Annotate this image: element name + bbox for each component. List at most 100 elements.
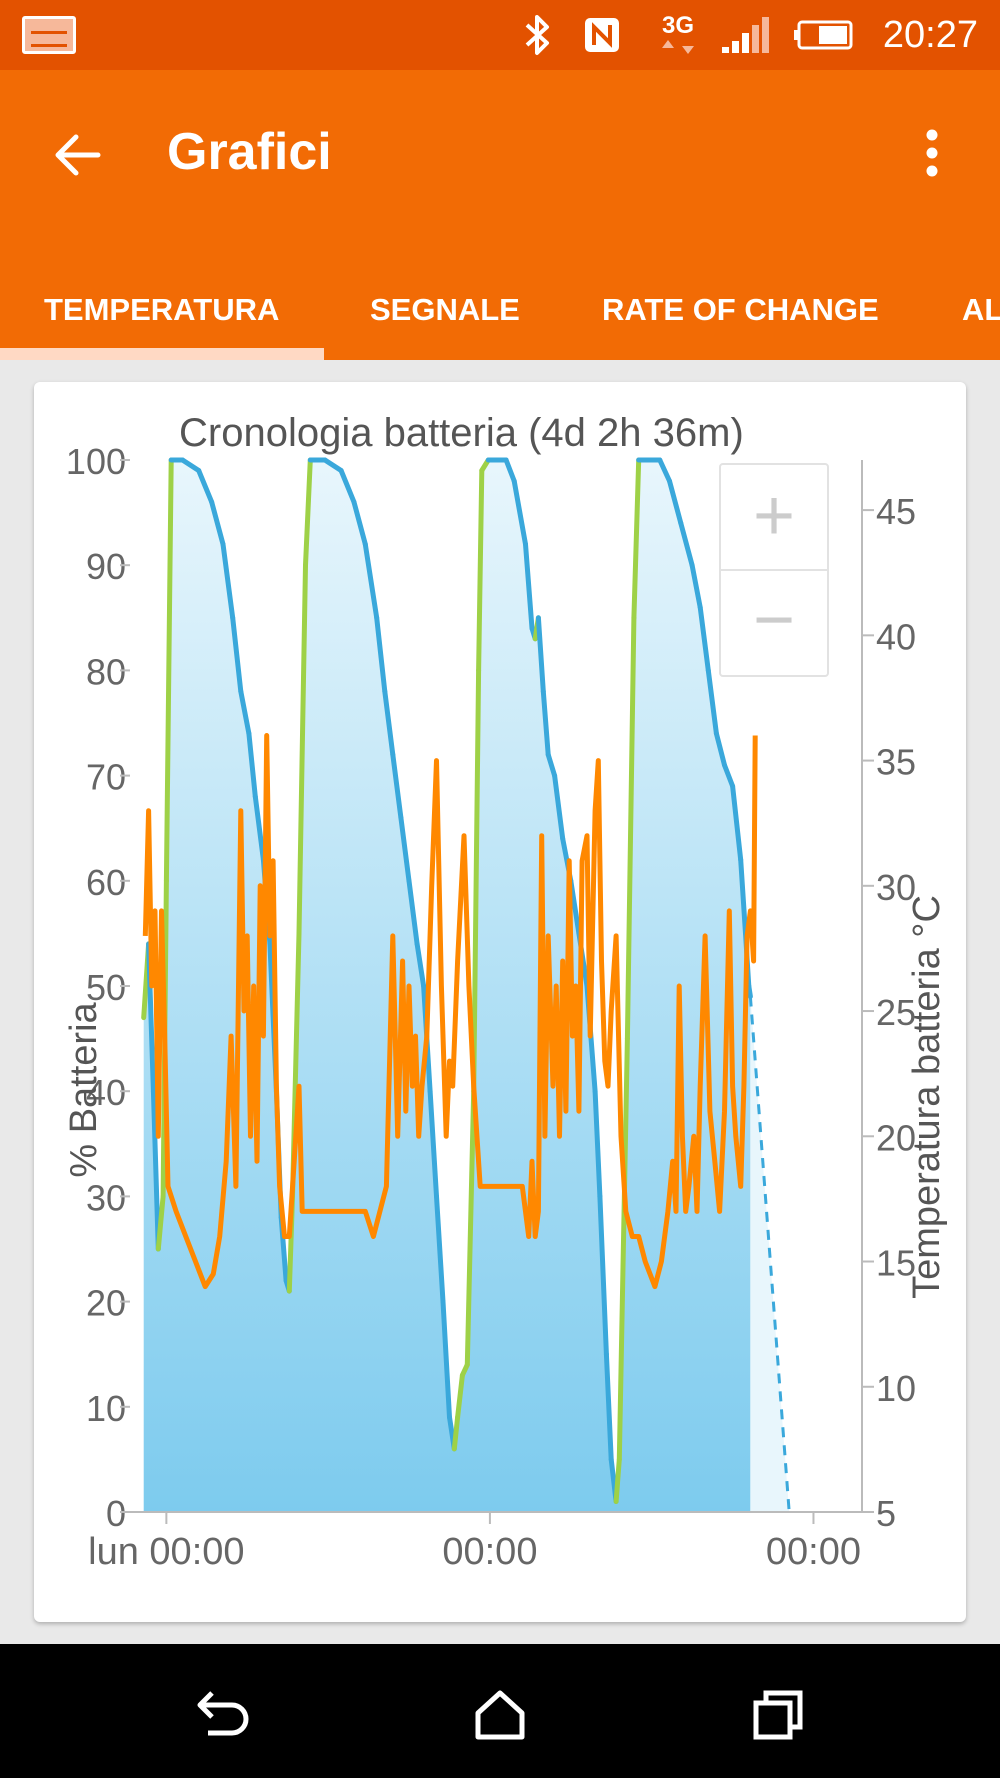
y-right-tick-label: 45: [876, 491, 916, 532]
battery-line-segment: [434, 1193, 446, 1305]
battery-line-segment: [455, 1372, 465, 1420]
battery-line-segment: [722, 762, 736, 789]
nfc-icon: [580, 12, 624, 58]
battery-line-segment: [440, 1299, 452, 1420]
y-axis-left-label: % Batteria: [63, 1001, 105, 1177]
battery-line-segment: [503, 457, 517, 484]
y-left-tick-label: 60: [86, 862, 126, 903]
battery-line-segment: [155, 1193, 166, 1252]
battery-line-segment: [476, 468, 485, 673]
battery-icon: [790, 12, 860, 58]
bluetooth-icon: [515, 12, 559, 58]
battery-line-segment: [511, 478, 528, 547]
battery-line-segment: [613, 1456, 622, 1504]
battery-line-segment: [738, 857, 748, 936]
zoom-controls: + −: [719, 463, 829, 677]
battery-line-segment: [616, 1036, 630, 1462]
home-icon: [475, 1690, 525, 1740]
battery-line-segment: [180, 457, 202, 473]
temperature-line: [142, 733, 758, 1290]
battery-line-segment: [220, 541, 236, 621]
battery-line-segment: [464, 1088, 477, 1368]
signal-icon: [718, 12, 778, 58]
y-right-tick-label: 40: [876, 616, 916, 657]
battery-line-segment: [398, 815, 412, 884]
nav-back-button[interactable]: [182, 1674, 262, 1754]
battery-line-segment: [150, 1088, 161, 1252]
x-tick-label: 00:00: [766, 1531, 861, 1573]
battery-area-fill: [143, 460, 751, 1512]
battery-line-segment: [540, 688, 551, 758]
screenshot-thumbnail-icon: [22, 16, 76, 54]
clock: 20:27: [882, 14, 978, 56]
y-left-tick-label: 40: [86, 1072, 126, 1113]
y-left-tick-label: 20: [86, 1283, 126, 1324]
zoom-in-icon: +: [753, 476, 795, 556]
battery-line-segment: [303, 457, 313, 568]
battery-line-segment: [338, 468, 357, 505]
battery-line-segment: [322, 457, 344, 473]
y-left-tick-label: 80: [86, 651, 126, 692]
y-left-tick-label: 90: [86, 546, 126, 587]
battery-line-segment: [592, 1088, 603, 1199]
tab-segnale[interactable]: SEGNALE: [370, 292, 520, 327]
battery-line-segment: [730, 783, 744, 863]
chart-card: 0 10 20 30 40 50 60 70 80 90 100 5 10 15 20 25 30 35 40 45 l…: [34, 382, 966, 1622]
battery-line-segment: [163, 457, 174, 884]
battery-line-segment: [414, 941, 427, 989]
battery-history-chart[interactable]: 0 10 20 30 40 50 60 70 80 90 100 5 10 15 20 25 30 35 40 45 l…: [34, 382, 966, 1622]
projection-line: [748, 996, 791, 1513]
battery-line-segment: [552, 773, 566, 842]
tab-temperatura[interactable]: TEMPERATURA: [44, 292, 280, 327]
battery-line-segment: [535, 615, 546, 694]
y-right-tick-label: 15: [876, 1243, 916, 1284]
zoom-out-button[interactable]: −: [722, 572, 826, 674]
arrow-back-icon: [55, 134, 101, 176]
status-bar: 3G 20:27: [0, 0, 1000, 70]
network-type-label: 3G: [661, 12, 694, 39]
recents-icon: [753, 1690, 803, 1740]
chart-title: Cronologia batteria (4d 2h 36m): [179, 411, 744, 455]
y-axis-right-label: Temperatura batteria °C: [906, 895, 948, 1299]
nav-home-button[interactable]: [460, 1674, 540, 1754]
y-right-tick-label: 35: [876, 742, 916, 783]
zoom-in-button[interactable]: +: [722, 466, 826, 568]
back-icon: [197, 1691, 249, 1736]
tab-bar: TEMPERATURA SEGNALE RATE OF CHANGE AL: [0, 260, 1000, 360]
overflow-menu-button[interactable]: [902, 118, 962, 188]
battery-line-segment: [451, 1414, 461, 1452]
battery-line-segment: [252, 794, 266, 863]
battery-line-segment: [382, 688, 396, 758]
nav-recents-button[interactable]: [738, 1674, 818, 1754]
y-right-tick-label: 30: [876, 867, 916, 908]
battery-line-segment: [597, 1193, 609, 1357]
battery-line-segment: [545, 752, 558, 779]
y-right-tick-label: 25: [876, 992, 916, 1033]
battery-line-segment: [238, 688, 252, 736]
tab-al[interactable]: AL: [962, 292, 1000, 327]
3g-data-icon: 3G: [650, 12, 706, 58]
back-button[interactable]: [42, 120, 112, 190]
battery-line-segment: [705, 667, 719, 736]
battery-line-segment: [471, 667, 482, 1094]
y-left-tick-label: 70: [86, 757, 126, 798]
battery-line-segment: [624, 615, 637, 1042]
battery-line-segment: [678, 520, 695, 568]
battery-line-segment: [230, 615, 244, 694]
page-title: Grafici: [167, 123, 332, 181]
battery-line-segment: [406, 878, 420, 947]
battery-line-segment: [631, 457, 642, 621]
x-tick-label: 00:00: [442, 1531, 537, 1573]
battery-line-segment: [746, 983, 753, 999]
battery-line-segment: [390, 752, 404, 821]
battery-line-segment: [209, 499, 226, 547]
battery-line-segment: [296, 562, 308, 936]
y-left-tick-label: 50: [86, 967, 126, 1008]
battery-line-segment: [667, 478, 684, 526]
navigation-bar: [0, 1644, 1000, 1778]
y-right-tick-label: 10: [876, 1368, 916, 1409]
tab-rate-of-change[interactable]: RATE OF CHANGE: [602, 292, 879, 327]
tab-indicator: [0, 348, 324, 360]
battery-line-segment: [603, 1351, 614, 1462]
y-left-tick-label: 0: [106, 1493, 126, 1534]
